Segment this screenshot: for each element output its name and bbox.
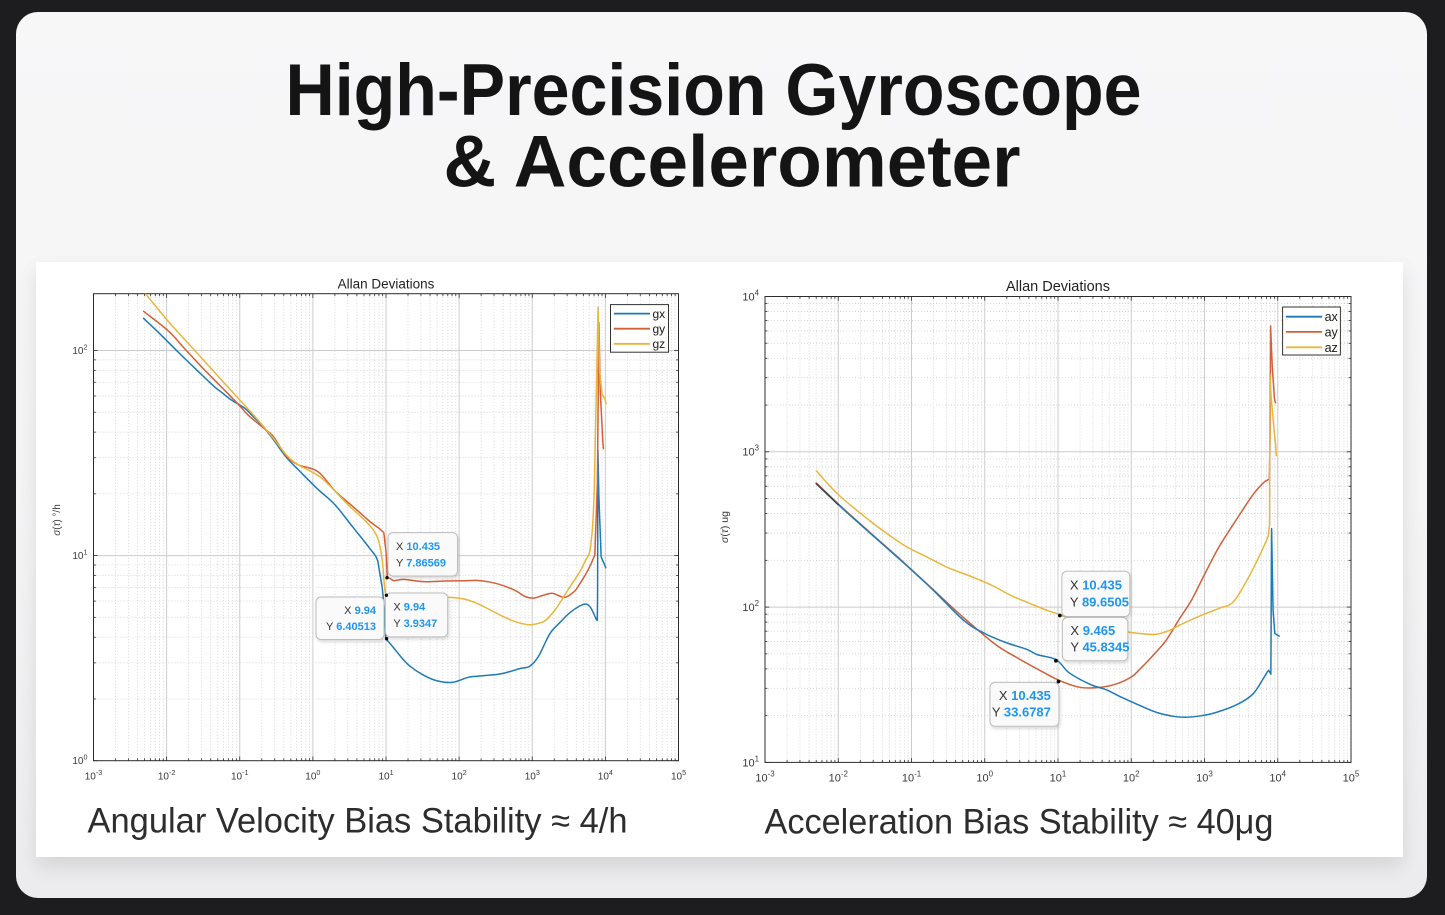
svg-text:gx: gx xyxy=(653,307,666,321)
svg-text:100: 100 xyxy=(72,753,87,768)
svg-text:X 9.94: X 9.94 xyxy=(344,605,377,617)
svg-text:Angular Velocity Bias Stabilit: Angular Velocity Bias Stability ≈ 4/h xyxy=(88,802,628,841)
svg-text:10-2: 10-2 xyxy=(829,770,848,785)
svg-text:gz: gz xyxy=(653,337,666,351)
svg-text:X 10.435: X 10.435 xyxy=(1070,577,1122,592)
svg-text:gy: gy xyxy=(653,322,666,336)
svg-text:105: 105 xyxy=(671,768,686,783)
svg-text:103: 103 xyxy=(742,444,759,459)
svg-text:10-2: 10-2 xyxy=(158,768,176,783)
svg-text:σ(τ) ug: σ(τ) ug xyxy=(719,511,731,543)
svg-text:az: az xyxy=(1325,341,1338,355)
svg-text:100: 100 xyxy=(305,768,320,783)
svg-text:100: 100 xyxy=(976,770,993,785)
svg-text:103: 103 xyxy=(525,768,540,783)
svg-text:101: 101 xyxy=(378,768,393,783)
svg-text:102: 102 xyxy=(72,343,87,358)
svg-text:102: 102 xyxy=(452,768,467,783)
svg-text:σ(τ) °/h: σ(τ) °/h xyxy=(52,504,63,536)
svg-text:Allan Deviations: Allan Deviations xyxy=(338,277,435,292)
svg-text:104: 104 xyxy=(742,288,759,303)
svg-text:105: 105 xyxy=(1343,770,1360,785)
svg-text:101: 101 xyxy=(1050,770,1067,785)
svg-text:X 10.435: X 10.435 xyxy=(396,541,440,553)
svg-text:& Accelerometer: & Accelerometer xyxy=(444,122,1021,203)
svg-text:102: 102 xyxy=(1123,770,1140,785)
svg-text:Y 89.6505: Y 89.6505 xyxy=(1070,595,1129,610)
svg-text:Y 33.6787: Y 33.6787 xyxy=(992,705,1051,720)
svg-text:10-1: 10-1 xyxy=(902,770,922,785)
svg-text:104: 104 xyxy=(598,768,613,783)
svg-text:102: 102 xyxy=(742,599,759,614)
svg-text:X 9.465: X 9.465 xyxy=(1070,623,1115,638)
svg-text:Allan Deviations: Allan Deviations xyxy=(1006,279,1110,295)
svg-text:10-1: 10-1 xyxy=(231,768,249,783)
svg-text:ay: ay xyxy=(1325,325,1339,339)
svg-text:X 10.435: X 10.435 xyxy=(999,688,1051,703)
svg-text:103: 103 xyxy=(1196,770,1213,785)
svg-text:High-Precision Gyroscope: High-Precision Gyroscope xyxy=(286,50,1142,131)
svg-text:X 9.94: X 9.94 xyxy=(393,602,426,614)
svg-text:101: 101 xyxy=(72,548,87,563)
svg-text:104: 104 xyxy=(1269,770,1286,785)
svg-text:ax: ax xyxy=(1325,310,1339,324)
svg-text:Y 45.8345: Y 45.8345 xyxy=(1070,639,1129,654)
svg-text:101: 101 xyxy=(742,754,759,769)
svg-text:10-3: 10-3 xyxy=(755,770,775,785)
svg-text:Y 7.86569: Y 7.86569 xyxy=(396,557,446,569)
svg-text:10-3: 10-3 xyxy=(85,768,103,783)
svg-text:Y 3.9347: Y 3.9347 xyxy=(393,618,437,630)
svg-text:Acceleration Bias Stability ≈: Acceleration Bias Stability ≈ 40μg xyxy=(765,803,1274,842)
svg-text:Y 6.40513: Y 6.40513 xyxy=(326,621,376,633)
